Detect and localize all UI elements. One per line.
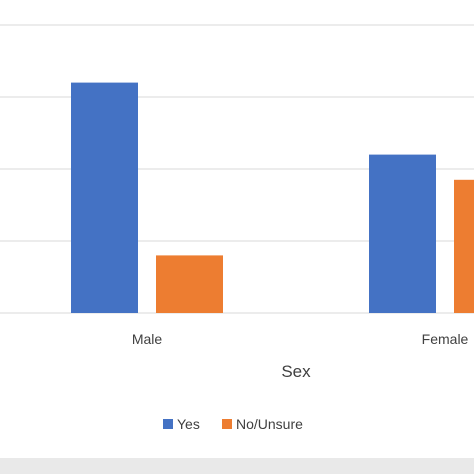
bars: [71, 82, 474, 313]
chart-area: Male Female Sex Yes No/Unsure: [0, 24, 474, 432]
category-label: Female: [422, 331, 469, 347]
legend-label-no-unsure: No/Unsure: [236, 416, 303, 432]
x-axis-title: Sex: [281, 362, 311, 381]
bar-no-unsure-female: [454, 179, 474, 313]
bottom-band: [0, 458, 474, 474]
category-label: Male: [132, 331, 163, 347]
bar-yes-male: [71, 82, 138, 313]
category-labels: Male Female: [132, 331, 469, 347]
legend-swatch-yes: [163, 419, 173, 429]
bar-no-unsure-male: [156, 255, 223, 313]
legend-label-yes: Yes: [177, 416, 200, 432]
bar-chart: Male Female Sex Yes No/Unsure: [0, 24, 474, 432]
legend-swatch-no-unsure: [222, 419, 232, 429]
legend: Yes No/Unsure: [163, 416, 303, 432]
bar-yes-female: [369, 154, 436, 313]
